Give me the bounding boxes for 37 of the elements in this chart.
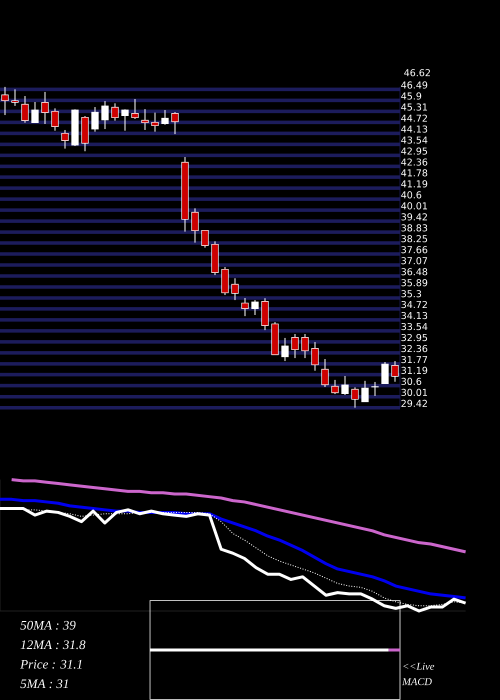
y-tick-label: 30.6 [401,378,422,385]
y-tick-label: 32.36 [401,344,428,352]
y-tick-label: 41.78 [401,169,428,176]
y-tick-label: 46.49 [401,81,428,89]
text: 12MA : 31.8 [20,640,86,650]
y-tick-label: 42.36 [401,158,428,166]
y-tick-label: 31.19 [401,366,428,374]
y-tick-label: 37.66 [401,246,428,254]
text: Price : 31.1 [20,660,82,669]
y-tick-label: 35.3 [401,290,422,298]
y-tick-label: 36.48 [401,268,428,276]
y-tick-label: 30.01 [401,388,428,396]
y-tick-label: 35.89 [401,279,428,286]
y-tick-label: 40.6 [401,191,422,198]
y-tick-label: 44.72 [401,114,427,122]
text: 46.62 [404,69,430,76]
y-tick-label: 45.9 [401,92,422,100]
text: 5MA : 31 [20,679,68,688]
y-tick-label: 29.42 [401,400,427,407]
y-tick-label: 33.54 [401,322,428,330]
y-tick-label: 37.07 [401,257,428,264]
y-tick-label: 34.13 [401,312,428,320]
y-tick-label: 45.31 [401,103,428,111]
y-tick-label: 42.95 [401,147,428,155]
text: 50MA : 39 [20,620,76,630]
y-tick-label: 39.42 [401,213,427,220]
y-tick-label: 44.13 [401,125,428,133]
y-tick-label: 32.95 [401,334,428,342]
y-tick-label: 43.54 [401,136,428,144]
y-tick-label: 40.01 [401,202,428,210]
text: <<Live [403,662,434,670]
y-tick-label: 41.19 [401,180,428,188]
y-tick-label: 34.72 [401,300,427,308]
y-tick-label: 31.77 [401,356,428,364]
y-tick-label: 38.83 [401,224,428,232]
text: MACD [402,678,432,686]
y-tick-label: 38.25 [401,235,428,242]
